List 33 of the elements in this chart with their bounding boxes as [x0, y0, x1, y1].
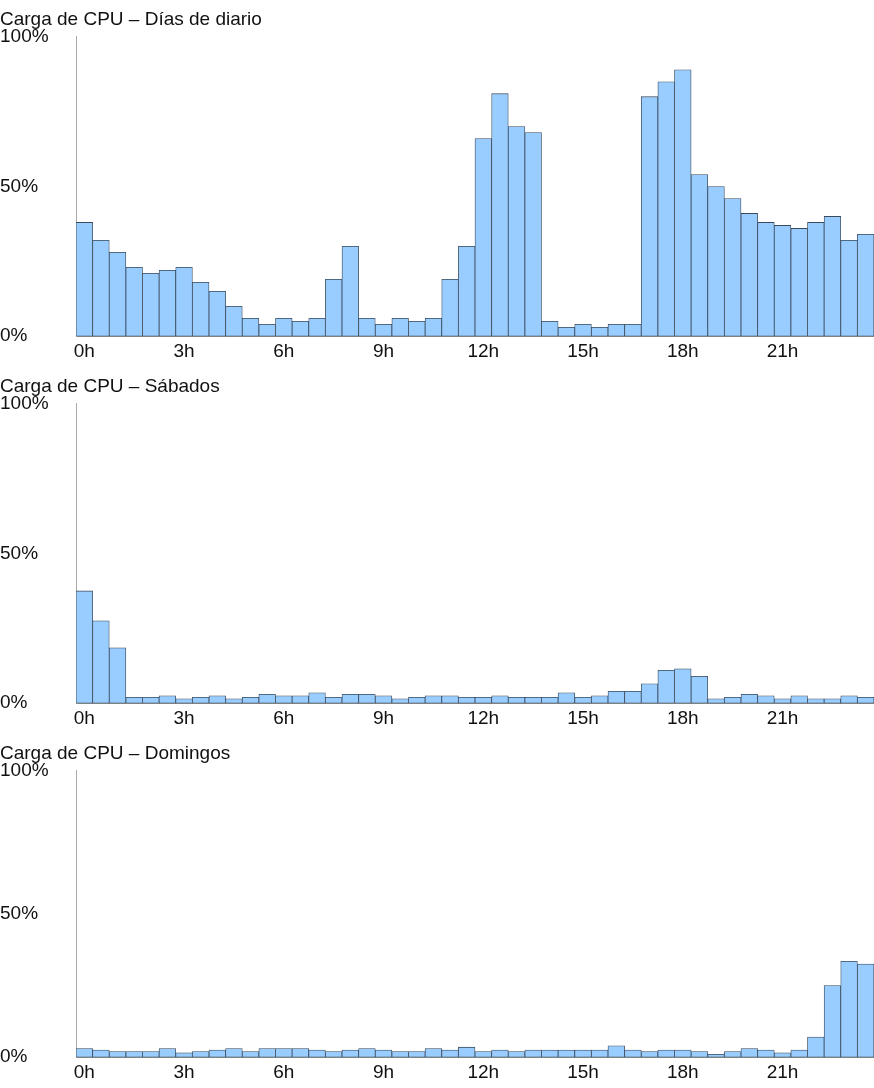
- x-tick-label: 3h: [173, 339, 195, 361]
- x-tick-label: 9h: [372, 339, 395, 361]
- x-tick-label: 18h: [666, 339, 699, 361]
- x-tick-label: 6h: [273, 339, 295, 361]
- y-tick-label: 0%: [0, 324, 28, 346]
- y-tick-label: 0%: [0, 1045, 28, 1067]
- x-tick-label: 0h: [73, 1060, 95, 1082]
- y-tick-label: 50%: [0, 541, 39, 563]
- x-tick-label: 6h: [273, 1060, 295, 1082]
- x-tick-label: 15h: [567, 706, 599, 728]
- x-tick-label: 0h: [73, 339, 95, 361]
- chart-title: Carga de CPU – Domingos: [0, 741, 231, 763]
- x-tick-label: 3h: [173, 1060, 195, 1082]
- y-tick-label: 50%: [0, 902, 39, 924]
- x-tick-label: 21h: [766, 706, 799, 728]
- chart-title: Carga de CPU – Sábados: [0, 374, 220, 396]
- x-tick-label: 18h: [666, 706, 699, 728]
- x-tick-label: 0h: [73, 706, 95, 728]
- x-tick-label: 12h: [467, 339, 500, 361]
- x-tick-label: 3h: [173, 706, 195, 728]
- x-tick-label: 12h: [467, 706, 500, 728]
- x-tick-label: 12h: [467, 1060, 500, 1082]
- y-tick-label: 50%: [0, 174, 39, 196]
- x-tick-label: 15h: [567, 1060, 599, 1082]
- x-tick-label: 6h: [273, 706, 295, 728]
- x-tick-label: 9h: [372, 1060, 395, 1082]
- x-tick-label: 15h: [567, 339, 599, 361]
- y-tick-label: 0%: [0, 691, 28, 713]
- x-tick-label: 21h: [766, 339, 799, 361]
- x-tick-label: 18h: [666, 1060, 699, 1082]
- x-tick-label: 21h: [766, 1060, 799, 1082]
- chart-title: Carga de CPU – Días de diario: [0, 7, 262, 29]
- x-tick-label: 9h: [372, 706, 395, 728]
